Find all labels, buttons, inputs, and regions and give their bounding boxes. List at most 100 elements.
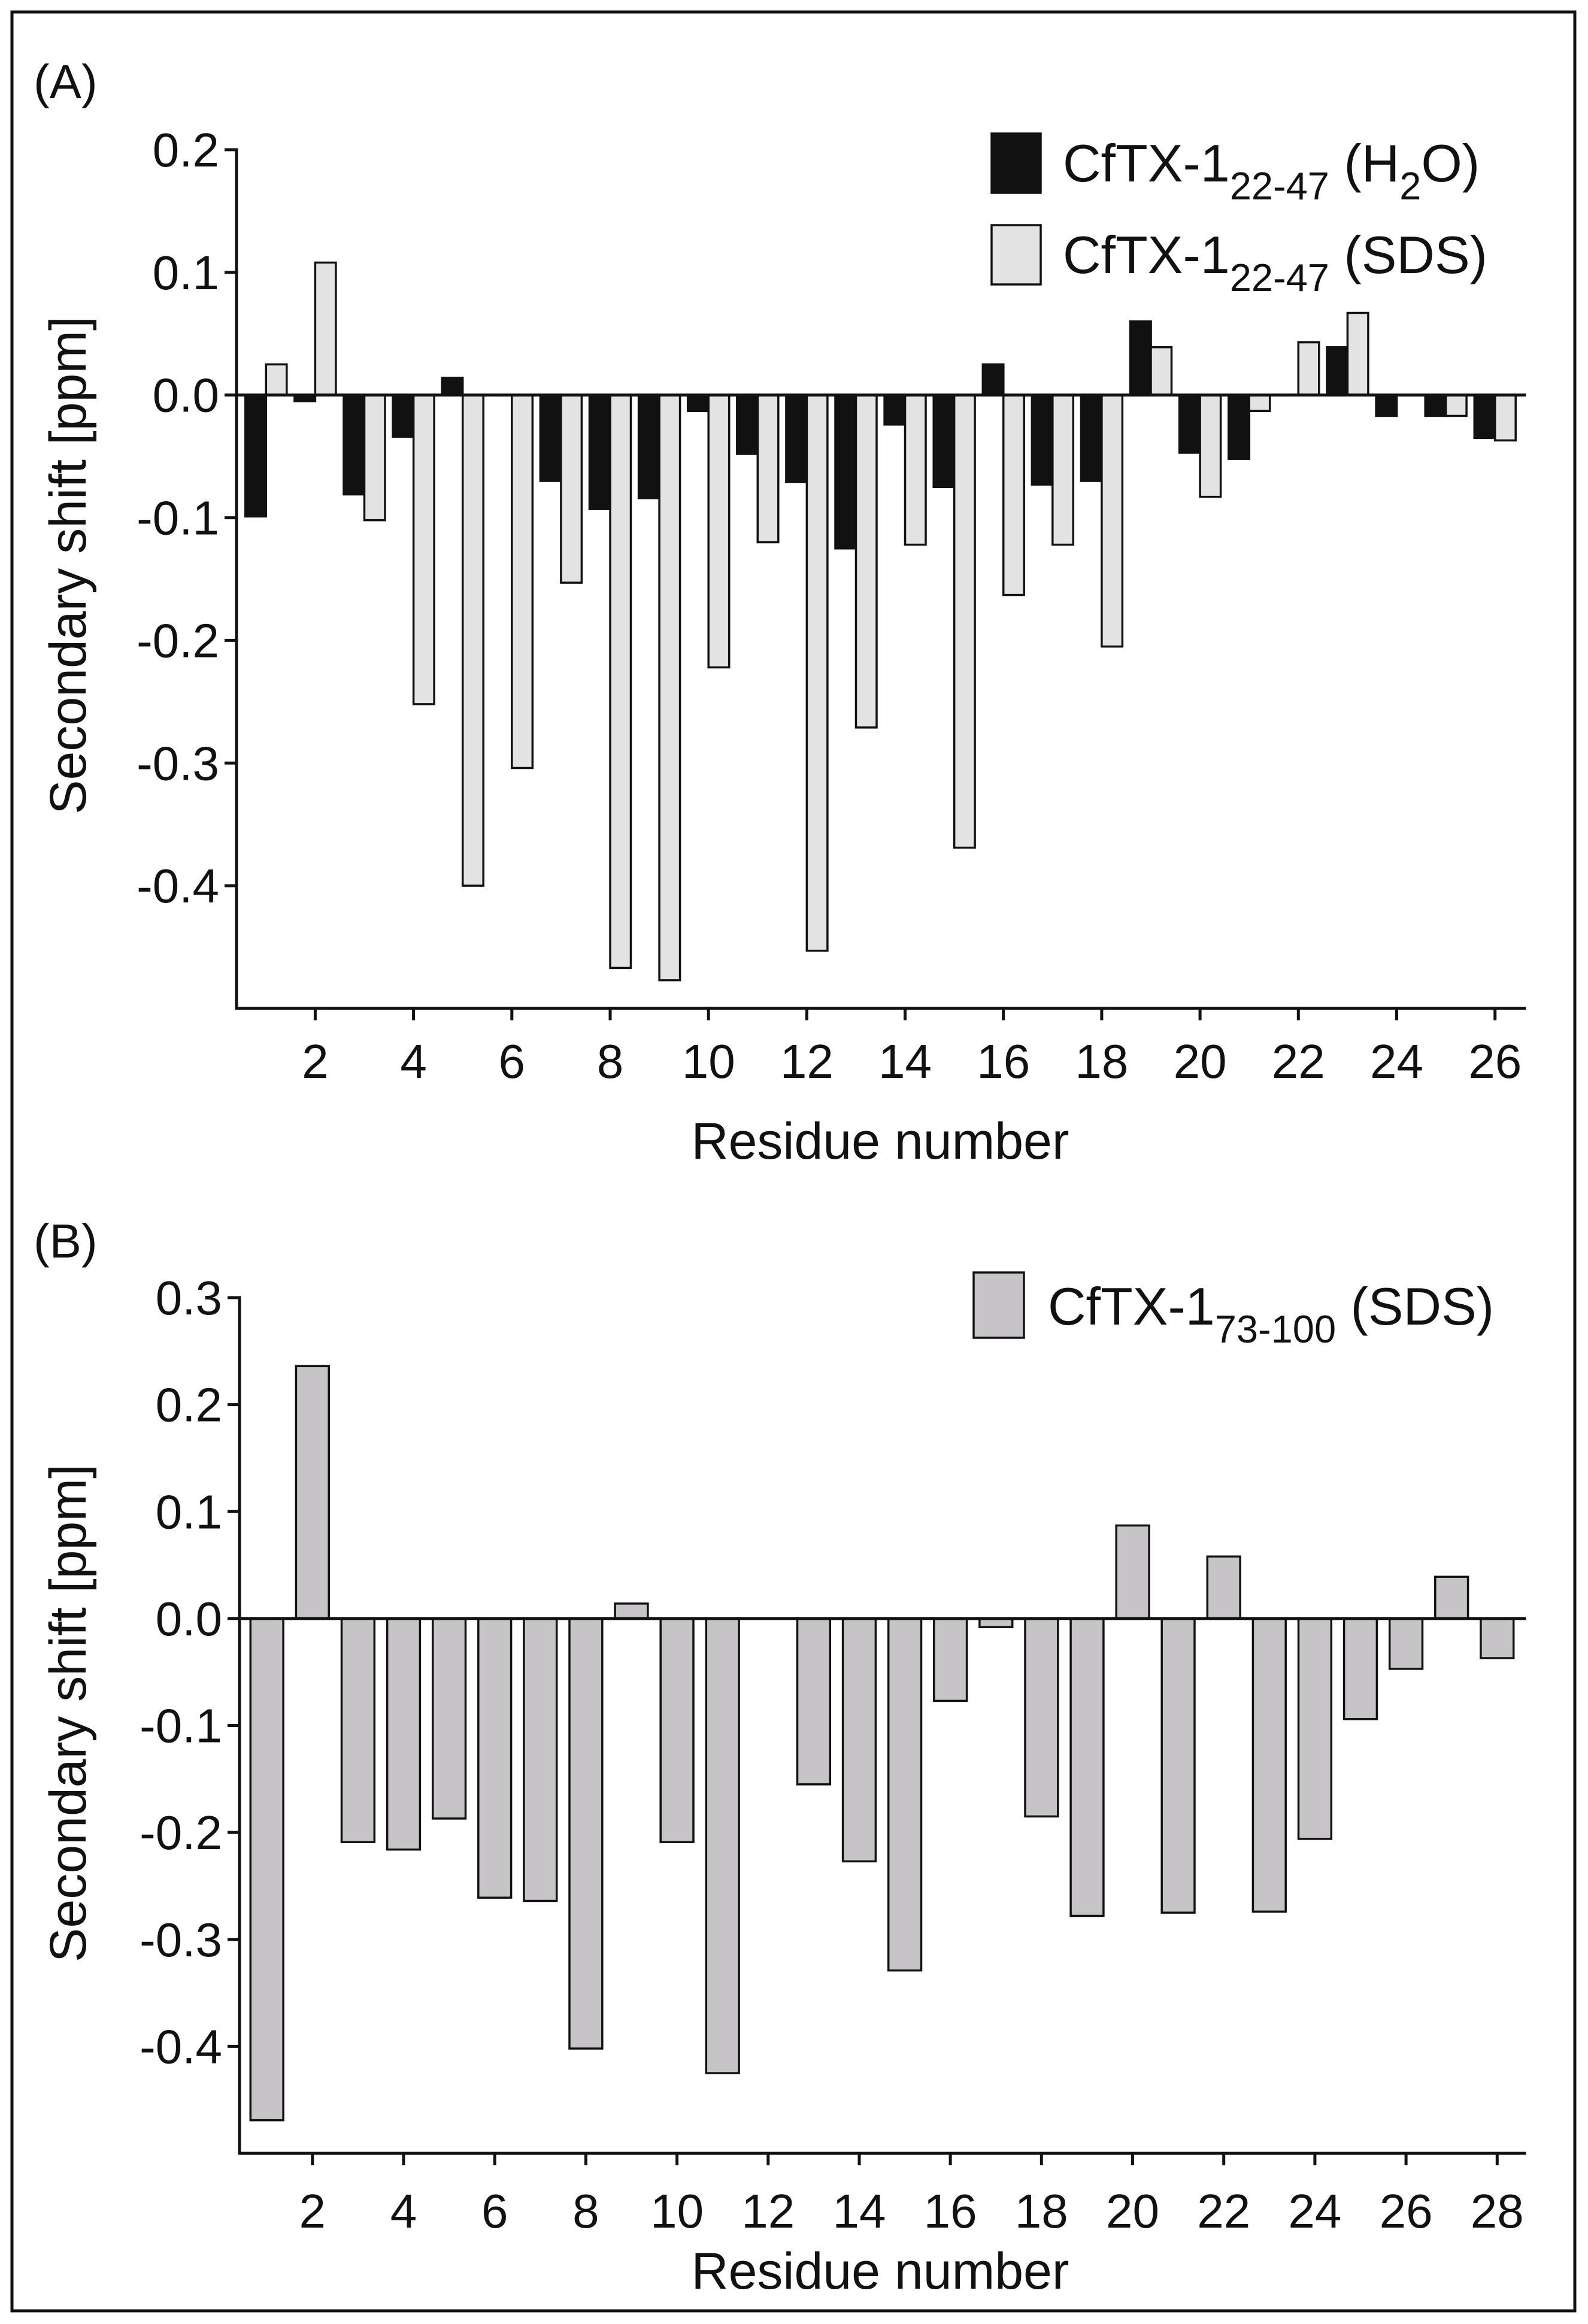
- bar-a-series-1-residue-3: [343, 393, 366, 496]
- bar-b-series-1-residue-11: [705, 1617, 740, 2074]
- bar-b-series-1-residue-27: [1434, 1575, 1469, 1620]
- x-tick-label-b-28: 28: [1471, 2184, 1524, 2238]
- x-tick-label-b-4: 4: [390, 2184, 417, 2238]
- bar-b-series-1-residue-22: [1206, 1555, 1241, 1620]
- y-tick-label-a-4: -0.2: [137, 614, 219, 667]
- bar-a-series-1-residue-9: [637, 393, 660, 499]
- panel-b: (B)0.30.20.10.0-0.1-0.2-0.3-0.42 4 6 8 10 12 1…: [34, 1214, 1526, 2300]
- bar-b-series-1-residue-23: [1251, 1617, 1287, 1913]
- legend-label-a-1: CfTX-122-47 (H2O): [1063, 134, 1480, 208]
- bar-a-series-2-residue-19: [1150, 346, 1173, 396]
- legend-a: CfTX-122-47 (H2O)CfTX-122-47 (SDS): [990, 132, 1487, 299]
- x-tick-label-b-14: 14: [833, 2184, 886, 2238]
- x-tick-label-b-18: 18: [1015, 2184, 1068, 2238]
- legend-label-a-2: CfTX-122-47 (SDS): [1063, 225, 1487, 299]
- bar-a-series-2-residue-18: [1101, 393, 1124, 648]
- x-tick-label-b-24: 24: [1288, 2184, 1341, 2238]
- x-tick-label-b-22: 22: [1197, 2184, 1250, 2238]
- bar-a-series-2-residue-13: [854, 393, 878, 729]
- x-tick-label-b-6: 6: [481, 2184, 508, 2238]
- bar-a-series-2-residue-6: [511, 393, 534, 769]
- panel-a: (A)0.20.10.0-0.1-0.2-0.3-0.42 4 6 8 10 12 14 16…: [34, 55, 1526, 1170]
- bar-a-series-2-residue-20: [1199, 393, 1222, 498]
- legend-b: CfTX-173-100 (SDS): [972, 1271, 1494, 1351]
- legend-swatch-b-1: [972, 1271, 1025, 1339]
- bar-a-series-1-residue-19: [1129, 320, 1152, 396]
- y-tick-label-b-0: 0.3: [156, 1271, 222, 1325]
- bar-a-series-1-residue-4: [392, 393, 415, 438]
- bar-a-series-1-residue-21: [1228, 393, 1251, 460]
- y-axis-label-a: Secondary shift [ppm]: [40, 316, 97, 814]
- x-tick-label-b-16: 16: [924, 2184, 977, 2238]
- y-tick-label-a-1: 0.1: [153, 246, 219, 299]
- bar-a-series-2-residue-15: [953, 393, 976, 849]
- bar-a-series-2-residue-3: [363, 393, 386, 522]
- bar-a-series-1-residue-25: [1424, 393, 1447, 417]
- bar-b-series-1-residue-19: [1069, 1617, 1105, 1917]
- bar-b-series-1-residue-21: [1160, 1617, 1196, 1914]
- bar-b-series-1-residue-6: [477, 1617, 513, 1899]
- bars-a: [244, 261, 1517, 981]
- bar-a-series-1-residue-14: [883, 393, 907, 426]
- bar-b-series-1-residue-16: [933, 1617, 968, 1702]
- bar-b-series-1-residue-20: [1115, 1524, 1150, 1620]
- x-tick-label-a-10: 10: [682, 1035, 735, 1088]
- legend-label-part-a-1-1: 22-47: [1230, 164, 1329, 208]
- bar-b-series-1-residue-8: [568, 1617, 604, 2050]
- bar-a-series-1-residue-13: [834, 393, 857, 550]
- bar-a-series-1-residue-17: [1031, 393, 1054, 486]
- legend-label-part-a-2-0: CfTX-1: [1063, 225, 1230, 284]
- bar-a-series-2-residue-21: [1248, 393, 1271, 413]
- x-tick-label-a-6: 6: [499, 1035, 526, 1088]
- bar-a-series-2-residue-14: [904, 393, 927, 546]
- y-tick-label-b-5: -0.2: [140, 1806, 222, 1859]
- bar-a-series-2-residue-10: [707, 393, 731, 669]
- y-tick-label-a-6: -0.4: [137, 859, 219, 913]
- x-axis-label-a: Residue number: [691, 1113, 1069, 1170]
- bar-a-series-1-residue-26: [1473, 393, 1496, 440]
- x-tick-label-a-16: 16: [977, 1035, 1030, 1088]
- bar-a-series-1-residue-7: [539, 393, 562, 482]
- bar-a-series-2-residue-11: [756, 393, 780, 544]
- bar-a-series-1-residue-15: [932, 393, 956, 489]
- panel-label-b: (B): [34, 1214, 98, 1268]
- bar-b-series-1-residue-2: [295, 1365, 330, 1620]
- bar-a-series-1-residue-16: [981, 363, 1005, 396]
- bar-a-series-1-residue-1: [244, 393, 268, 518]
- bar-a-series-2-residue-17: [1051, 393, 1075, 546]
- panel-label-a: (A): [34, 55, 98, 108]
- bar-a-series-2-residue-16: [1002, 393, 1025, 596]
- bar-a-series-1-residue-5: [441, 377, 464, 396]
- bar-a-series-2-residue-9: [658, 393, 681, 981]
- bar-a-series-2-residue-5: [461, 393, 484, 887]
- y-tick-label-b-6: -0.3: [140, 1913, 222, 1967]
- x-tick-label-a-14: 14: [878, 1035, 932, 1088]
- bar-a-series-2-residue-12: [805, 393, 829, 952]
- y-tick-label-b-2: 0.1: [156, 1485, 222, 1538]
- bar-b-series-1-residue-28: [1480, 1617, 1515, 1659]
- y-tick-label-a-2: 0.0: [153, 369, 219, 422]
- legend-label-part-a-2-2: (SDS): [1329, 225, 1487, 284]
- x-tick-label-a-4: 4: [400, 1035, 427, 1088]
- bar-a-series-2-residue-23: [1346, 311, 1369, 396]
- bar-a-series-1-residue-20: [1178, 393, 1201, 454]
- bar-a-series-2-residue-1: [265, 363, 288, 396]
- series-a-2: [265, 261, 1517, 981]
- y-tick-label-b-3: 0.0: [156, 1592, 222, 1646]
- bar-b-series-1-residue-1: [249, 1617, 284, 2122]
- legend-label-b-1: CfTX-173-100 (SDS): [1048, 1277, 1494, 1351]
- x-tick-label-a-8: 8: [597, 1035, 624, 1088]
- y-tick-label-a-3: -0.1: [137, 492, 219, 545]
- x-tick-label-a-20: 20: [1174, 1035, 1227, 1088]
- bar-b-series-1-residue-13: [796, 1617, 832, 1786]
- bar-b-series-1-residue-24: [1297, 1617, 1333, 1840]
- y-tick-label-a-0: 0.2: [153, 123, 219, 177]
- bar-b-series-1-residue-9: [614, 1602, 649, 1620]
- bar-a-series-1-residue-8: [588, 393, 611, 510]
- legend-swatch-a-2: [990, 224, 1042, 286]
- bar-a-series-1-residue-18: [1080, 393, 1103, 482]
- legend-label-part-a-1-3: 2: [1399, 164, 1421, 208]
- legend-label-part-a-1-0: CfTX-1: [1063, 134, 1230, 193]
- y-tick-label-b-1: 0.2: [156, 1378, 222, 1432]
- figure-frame: [10, 10, 1577, 2313]
